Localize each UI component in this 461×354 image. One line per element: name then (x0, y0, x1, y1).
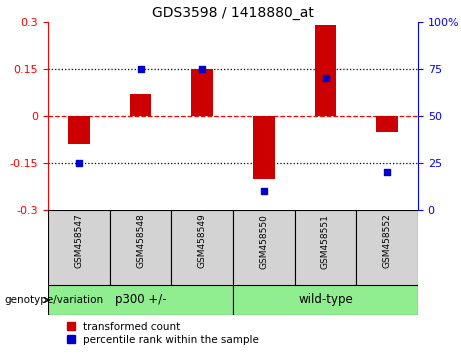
Bar (48, 210, 110, 285)
Text: GSM458547: GSM458547 (74, 214, 83, 268)
Point (75, 160, 83, 166)
Text: p300 +/-: p300 +/- (115, 293, 166, 307)
Text: GSM458549: GSM458549 (198, 214, 207, 268)
Bar (253, 116, 275, 179)
Point (384, 170, 391, 175)
Bar (356, 210, 418, 285)
Bar (233, 210, 295, 285)
Text: GSM458552: GSM458552 (383, 214, 392, 268)
Bar (110, 210, 171, 285)
Text: GSM458550: GSM458550 (260, 214, 268, 269)
Bar (376, 116, 398, 132)
Bar (233, 285, 418, 315)
Text: GSM458548: GSM458548 (136, 214, 145, 268)
Point (260, 188, 267, 194)
Bar (191, 69, 213, 116)
Point (137, 66, 144, 72)
Bar (295, 210, 356, 285)
Text: wild-type: wild-type (298, 293, 353, 307)
Text: genotype/variation: genotype/variation (5, 295, 104, 305)
Point (199, 66, 206, 72)
Bar (130, 94, 151, 116)
Text: GSM458551: GSM458551 (321, 214, 330, 269)
Bar (48, 285, 233, 315)
Bar (315, 25, 336, 116)
Legend: transformed count, percentile rank within the sample: transformed count, percentile rank withi… (62, 317, 263, 349)
Bar (171, 210, 233, 285)
Title: GDS3598 / 1418880_at: GDS3598 / 1418880_at (152, 6, 314, 19)
Point (322, 75, 329, 81)
Bar (68, 116, 89, 144)
